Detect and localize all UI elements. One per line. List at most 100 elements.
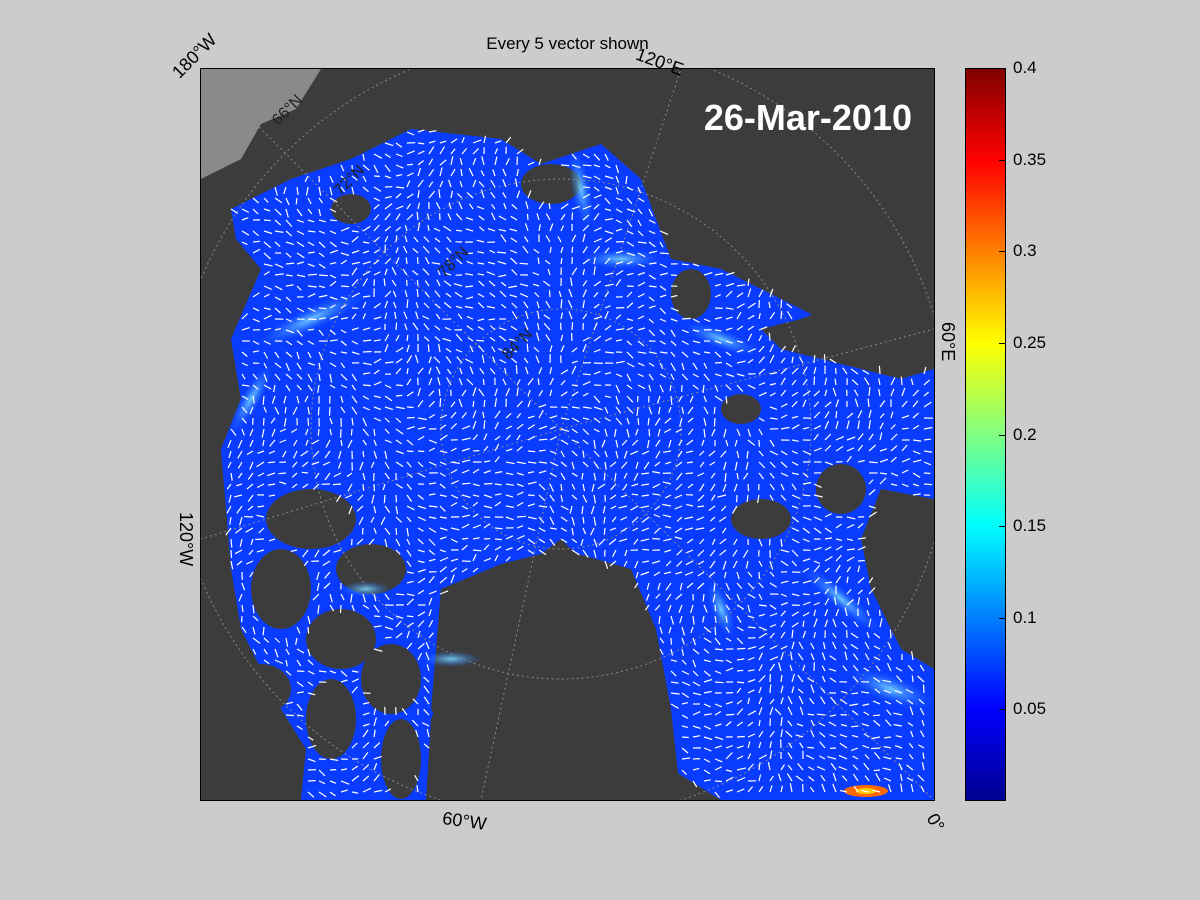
drift-vector xyxy=(450,574,455,584)
drift-vector xyxy=(428,390,435,397)
drift-vector xyxy=(450,156,454,166)
drift-vector xyxy=(516,445,523,452)
drift-vector xyxy=(510,249,518,254)
drift-vector xyxy=(538,505,548,508)
drift-vector xyxy=(841,621,848,628)
drift-vector xyxy=(307,373,313,382)
drift-vector xyxy=(527,389,531,397)
drift-vector xyxy=(511,302,518,309)
drift-vector xyxy=(697,472,705,477)
drift-vector xyxy=(703,703,711,708)
drift-vector xyxy=(423,236,430,243)
drift-vector xyxy=(560,406,568,409)
drift-vector xyxy=(502,168,507,177)
drift-vector xyxy=(516,412,522,419)
drift-vector xyxy=(769,344,775,353)
drift-vector xyxy=(604,305,611,309)
drift-vector xyxy=(835,436,845,441)
drift-vector xyxy=(637,304,645,309)
drift-vector xyxy=(883,777,892,782)
drift-vector xyxy=(582,406,592,409)
drift-vector xyxy=(654,461,661,467)
drift-vector xyxy=(246,450,254,456)
drift-vector xyxy=(329,262,337,265)
drift-vector xyxy=(890,424,896,430)
drift-vector xyxy=(747,646,757,650)
drift-vector xyxy=(443,272,452,276)
drift-vector xyxy=(428,367,432,375)
drift-vector xyxy=(329,362,337,368)
drift-vector xyxy=(274,307,281,314)
drift-vector xyxy=(509,348,518,353)
drift-vector xyxy=(498,274,507,278)
drift-vector xyxy=(406,213,414,221)
drift-vector xyxy=(687,417,694,423)
drift-vector xyxy=(458,378,463,386)
drift-vector xyxy=(241,230,250,236)
drift-vector xyxy=(340,259,348,265)
drift-vector xyxy=(604,291,610,298)
drift-vector xyxy=(373,708,377,716)
drift-vector xyxy=(670,648,674,656)
drift-vector xyxy=(285,384,291,392)
drift-vector xyxy=(391,279,397,287)
drift-vector xyxy=(816,713,826,716)
drift-vector xyxy=(230,538,233,548)
drift-vector xyxy=(923,391,930,397)
drift-vector xyxy=(636,395,639,403)
drift-vector xyxy=(850,747,859,752)
drift-vector xyxy=(415,729,419,738)
drift-vector xyxy=(362,350,372,353)
drift-vector xyxy=(736,745,744,749)
drift-vector xyxy=(494,546,502,551)
drift-vector xyxy=(758,652,764,661)
drift-vector xyxy=(810,652,815,661)
drift-vector xyxy=(609,461,617,468)
drift-vector xyxy=(373,327,381,331)
drift-vector xyxy=(406,163,414,166)
drift-vector xyxy=(333,549,342,553)
drift-vector xyxy=(839,742,848,749)
colorbar-tick-label: 0.05 xyxy=(1013,699,1047,719)
drift-vector xyxy=(340,780,350,785)
drift-vector xyxy=(395,428,404,435)
drift-vector xyxy=(655,439,661,447)
drift-vector xyxy=(318,197,323,204)
drift-vector xyxy=(714,316,722,320)
drift-vector xyxy=(318,274,328,277)
drift-vector xyxy=(538,516,545,524)
drift-vector xyxy=(356,538,364,545)
drift-vector xyxy=(780,593,788,598)
drift-vector xyxy=(511,204,518,210)
drift-vector xyxy=(713,406,716,414)
drift-vector xyxy=(538,527,546,532)
drift-vector xyxy=(285,262,295,265)
drift-vector xyxy=(703,637,712,644)
drift-vector xyxy=(582,494,588,503)
drift-vector xyxy=(736,384,744,392)
drift-vector xyxy=(373,197,380,202)
drift-vector xyxy=(618,505,628,509)
drift-vector xyxy=(736,708,744,716)
drift-vector xyxy=(439,434,448,441)
drift-vector xyxy=(769,560,774,570)
drift-vector xyxy=(615,228,623,232)
drift-vector xyxy=(890,483,898,486)
drift-vector xyxy=(571,267,578,276)
drift-vector xyxy=(274,351,280,359)
drift-vector xyxy=(450,447,457,452)
drift-vector xyxy=(676,516,683,522)
drift-vector xyxy=(835,554,842,562)
drift-vector xyxy=(373,774,380,782)
drift-vector xyxy=(604,218,614,221)
drift-vector xyxy=(292,461,298,468)
drift-vector xyxy=(797,674,804,683)
drift-vector xyxy=(780,602,789,606)
drift-vector xyxy=(538,470,547,474)
drift-vector xyxy=(813,411,821,419)
drift-vector xyxy=(664,494,672,499)
drift-vector xyxy=(465,228,474,232)
drift-vector xyxy=(717,494,727,498)
drift-vector xyxy=(428,493,436,496)
drift-vector xyxy=(537,322,540,331)
